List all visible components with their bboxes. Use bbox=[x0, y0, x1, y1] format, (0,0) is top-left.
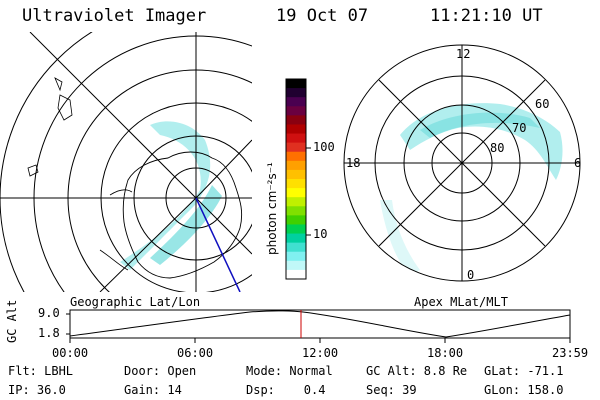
colorbar-swatch bbox=[286, 106, 306, 116]
time-tick-1200: 12:00 bbox=[302, 346, 339, 360]
right-panel-caption: Apex MLat/MLT bbox=[414, 295, 508, 309]
footer-glon: GLon: 158.0 bbox=[484, 383, 564, 397]
footer-gc-alt: GC Alt: 8.8 Re bbox=[366, 364, 468, 378]
mlt-label-0: 0 bbox=[467, 268, 475, 282]
mlat-mlt-plot bbox=[343, 44, 581, 282]
footer-dsp: Dsp: 0.4 bbox=[246, 383, 326, 397]
altitude-ytick-max: 9.0 bbox=[38, 306, 60, 320]
footer-ip: IP: 36.0 bbox=[8, 383, 66, 397]
colorbar bbox=[286, 79, 306, 280]
footer-gain: Gain: 14 bbox=[124, 383, 182, 397]
left-panel-caption: Geographic Lat/Lon bbox=[70, 295, 201, 309]
colorbar-swatch bbox=[286, 260, 306, 271]
altitude-plot bbox=[66, 309, 571, 343]
colorbar-swatch bbox=[286, 251, 306, 262]
ground-track bbox=[195, 197, 241, 292]
time-tick-1800: 18:00 bbox=[427, 346, 464, 360]
colorbar-unit-label: photon cm⁻²s⁻¹ bbox=[265, 162, 279, 255]
colorbar-swatch bbox=[286, 160, 306, 171]
colorbar-swatch bbox=[286, 233, 306, 244]
footer-glat: GLat: -71.1 bbox=[484, 364, 564, 378]
mlat-label-70: 70 bbox=[512, 121, 527, 135]
continent-outline bbox=[122, 151, 243, 279]
footer-seq: Seq: 39 bbox=[366, 383, 417, 397]
altitude-curve bbox=[69, 310, 571, 338]
colorbar-swatch bbox=[286, 215, 306, 225]
altitude-ylabel: GC Alt bbox=[5, 299, 19, 343]
geographic-map bbox=[0, 32, 252, 292]
mlt-label-12: 12 bbox=[456, 47, 471, 61]
footer-filter: Flt: LBHL bbox=[8, 364, 74, 378]
mlt-label-6: 6 bbox=[574, 156, 582, 170]
colorbar-swatch bbox=[286, 151, 306, 162]
colorbar-swatch bbox=[286, 197, 306, 207]
colorbar-swatch bbox=[286, 188, 306, 198]
colorbar-swatch bbox=[286, 115, 306, 125]
colorbar-swatch bbox=[286, 142, 306, 153]
altitude-ytick-min: 1.8 bbox=[38, 326, 60, 340]
colorbar-tick-100: 100 bbox=[313, 140, 335, 154]
colorbar-swatch bbox=[286, 269, 306, 280]
colorbar-tick-10: 10 bbox=[313, 227, 328, 241]
mlat-label-60: 60 bbox=[535, 97, 550, 111]
colorbar-frame bbox=[285, 78, 307, 280]
colorbar-swatch bbox=[286, 88, 306, 98]
time-tick-0600: 06:00 bbox=[177, 346, 214, 360]
time-tick-0000: 00:00 bbox=[52, 346, 89, 360]
colorbar-swatch bbox=[286, 169, 306, 180]
mlat-label-80: 80 bbox=[490, 141, 505, 155]
date-label: 19 Oct 07 bbox=[276, 6, 369, 26]
time-label: 11:21:10 UT bbox=[430, 6, 543, 26]
colorbar-swatch bbox=[286, 79, 306, 89]
footer-mode: Mode: Normal bbox=[246, 364, 333, 378]
footer-door: Door: Open bbox=[124, 364, 197, 378]
colorbar-swatch bbox=[286, 206, 306, 216]
colorbar-swatch bbox=[286, 124, 306, 135]
colorbar-swatch bbox=[286, 224, 306, 235]
instrument-title: Ultraviolet Imager bbox=[22, 6, 207, 26]
mlt-label-18: 18 bbox=[346, 156, 361, 170]
colorbar-swatch bbox=[286, 133, 306, 144]
colorbar-swatch bbox=[286, 97, 306, 107]
time-tick-2359: 23:59 bbox=[552, 346, 589, 360]
colorbar-swatch bbox=[286, 179, 306, 189]
colorbar-swatch bbox=[286, 242, 306, 253]
